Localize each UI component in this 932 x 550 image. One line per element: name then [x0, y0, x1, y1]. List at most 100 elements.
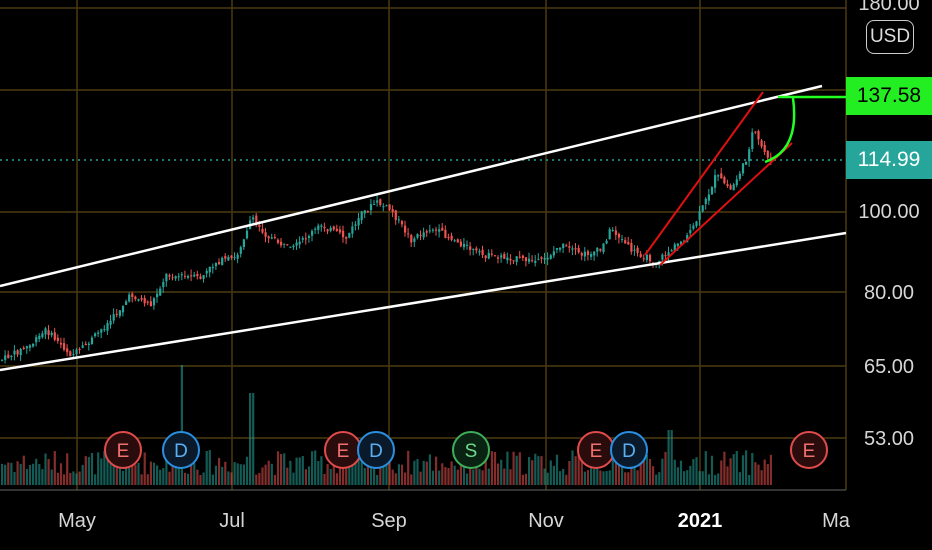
volume-bar	[428, 454, 431, 485]
volume-bar	[602, 471, 605, 485]
candle-body	[732, 184, 735, 191]
volume-bar	[676, 467, 679, 485]
candle-body	[227, 257, 230, 261]
volume-bar	[667, 430, 670, 485]
volume-bar	[298, 457, 301, 485]
volume-bar	[357, 457, 360, 485]
grid-lines	[0, 0, 847, 491]
candle-body	[69, 351, 72, 357]
volume-bar	[410, 474, 413, 485]
volume-bar	[416, 458, 419, 485]
volume-bar	[704, 451, 707, 485]
volume-bar	[453, 465, 456, 485]
volume-bar	[543, 468, 546, 485]
candle-body	[580, 253, 583, 256]
volume-bar	[59, 463, 63, 485]
candle-body	[177, 276, 180, 278]
candle-body	[500, 255, 503, 258]
volume-bar	[388, 451, 391, 485]
candle-body	[617, 233, 621, 238]
dividend-event-marker[interactable]: D	[162, 431, 200, 469]
earnings-event-marker[interactable]: E	[104, 431, 142, 469]
candle-body	[140, 298, 143, 300]
volume-bar	[509, 469, 512, 485]
currency-button[interactable]: USD	[866, 20, 914, 54]
volume-bar	[701, 471, 704, 485]
volume-bar	[236, 463, 239, 485]
volume-bar	[714, 474, 717, 485]
candle-body	[264, 232, 267, 237]
candle-body	[25, 346, 28, 349]
candle-body	[416, 234, 419, 238]
volume-bar	[187, 473, 190, 485]
volume-bar	[50, 469, 53, 485]
candle-body	[162, 281, 165, 288]
volume-bar	[534, 453, 537, 485]
candle-body	[400, 221, 404, 225]
volume-bar	[593, 469, 596, 485]
candle-body	[320, 225, 323, 227]
volume-bar	[484, 454, 487, 485]
volume-bar	[329, 468, 332, 485]
volume-bar	[245, 456, 249, 485]
dividend-event-marker[interactable]: D	[610, 431, 648, 469]
volume-bar	[608, 470, 611, 485]
candle-body	[611, 230, 614, 232]
earnings-event-marker[interactable]: E	[577, 431, 615, 469]
volume-bar	[84, 456, 87, 485]
volume-bar	[19, 463, 22, 485]
volume-bar	[276, 451, 280, 485]
volume-bar	[528, 456, 531, 485]
candle-body	[453, 240, 456, 242]
volume-bar	[524, 473, 528, 485]
candle-body	[292, 245, 295, 248]
volume-bar	[376, 474, 379, 485]
candle-body	[196, 273, 199, 277]
candle-body	[714, 175, 717, 188]
volume-bar	[655, 474, 658, 485]
candle-body	[152, 298, 156, 306]
candle-body	[311, 230, 314, 236]
candle-body	[645, 254, 648, 261]
candle-body	[295, 242, 298, 246]
candle-body	[466, 244, 469, 246]
volume-bar	[679, 460, 683, 485]
volume-bar	[63, 474, 66, 485]
volume-bar	[639, 463, 642, 485]
candle-body	[704, 198, 707, 205]
candle-body	[376, 200, 379, 203]
candle-body	[121, 306, 125, 313]
volume-bar	[648, 459, 652, 485]
volume-bar	[512, 451, 515, 485]
earnings-event-marker[interactable]: E	[324, 431, 362, 469]
wedge-upper-line	[644, 91, 764, 256]
volume-bar	[698, 471, 701, 485]
volume-bar	[199, 474, 202, 485]
volume-bar	[152, 462, 156, 485]
candle-body	[332, 226, 335, 230]
volume-bar	[252, 393, 255, 485]
volume-bar	[94, 474, 97, 485]
earnings-event-marker[interactable]: E	[790, 431, 828, 469]
candle-body	[555, 247, 559, 250]
time-label-sep: Sep	[371, 510, 407, 532]
split-event-marker[interactable]: S	[452, 431, 490, 469]
dividend-event-marker[interactable]: D	[357, 431, 395, 469]
candle-body	[354, 224, 357, 226]
volume-bar	[583, 471, 586, 485]
candle-body	[357, 218, 360, 226]
candle-body	[128, 294, 131, 302]
volume-bar	[723, 451, 726, 485]
volume-bar	[283, 453, 286, 485]
candle-body	[766, 150, 769, 158]
candle-body	[459, 241, 462, 247]
candle-body	[748, 149, 751, 162]
volume-bar	[72, 471, 75, 485]
volume-bar	[568, 460, 571, 485]
volume-bar	[295, 457, 298, 485]
volume-bar	[611, 451, 614, 485]
candle-body	[639, 253, 642, 258]
target-price-tag: 137.58	[846, 77, 932, 115]
volume-bar	[314, 450, 317, 485]
